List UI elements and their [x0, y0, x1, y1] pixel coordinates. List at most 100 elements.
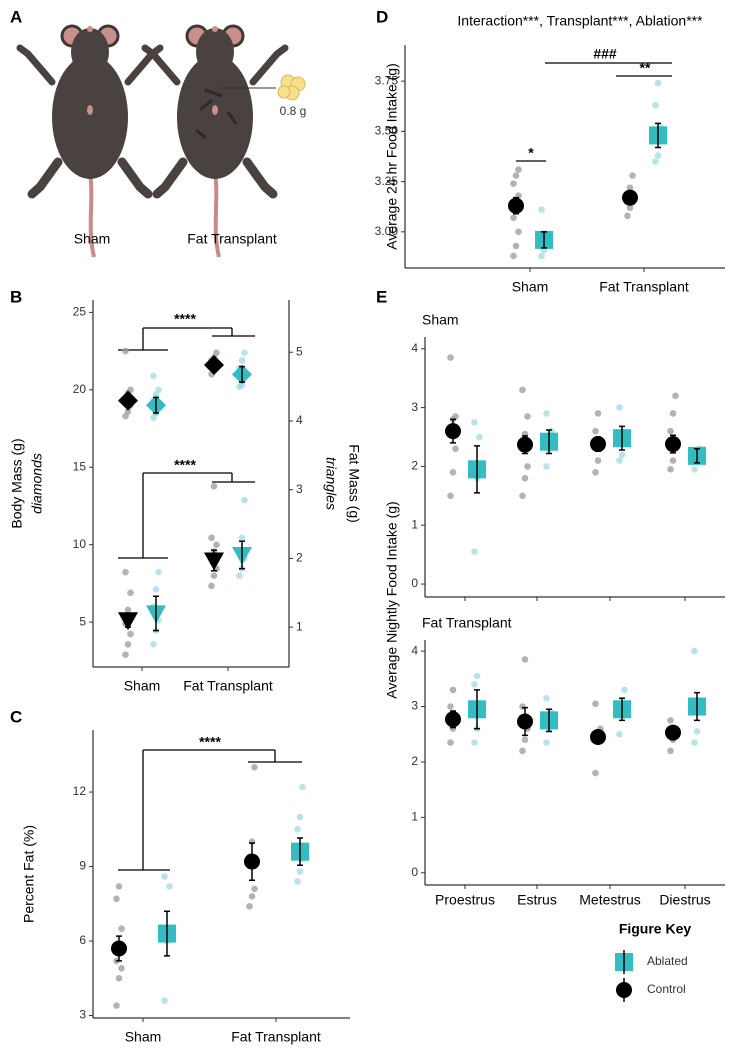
y-tick-label: 3: [411, 699, 418, 713]
data-point: [124, 606, 132, 614]
data-point: [241, 496, 248, 504]
data-point: [543, 463, 550, 470]
panel-letter: B: [10, 287, 22, 306]
panel-letter: A: [10, 7, 22, 26]
legend-label: Ablated: [647, 954, 688, 968]
data-point: [543, 410, 550, 417]
data-point: [166, 883, 173, 890]
data-point: [471, 681, 478, 688]
error-bar: [116, 935, 122, 962]
data-point: [115, 883, 123, 890]
y-tick-label: 2: [411, 459, 418, 473]
data-point: [624, 212, 631, 220]
mouse-illustration: [20, 26, 160, 257]
y-tick-label: 3.75: [375, 73, 399, 87]
dose-label: 0.8 g: [280, 104, 307, 118]
error-bar: [239, 365, 245, 383]
data-point: [150, 372, 157, 380]
y-tick-label: 12: [73, 784, 87, 798]
y-tick-label: 3.50: [375, 124, 399, 138]
data-point: [213, 349, 220, 356]
significance-label: ###: [593, 46, 617, 62]
data-point: [452, 445, 459, 453]
y-tick-label: 2: [411, 754, 418, 768]
error-bar: [474, 689, 480, 730]
significance-label: **: [640, 60, 651, 76]
data-point: [127, 386, 134, 394]
data-point: [667, 747, 674, 755]
data-point: [238, 357, 246, 364]
data-point: [118, 925, 125, 932]
data-point: [515, 166, 522, 173]
axis-label: diamonds: [29, 453, 45, 514]
data-point: [449, 686, 457, 694]
error-bar: [522, 435, 528, 455]
data-point: [519, 492, 526, 500]
data-point: [118, 965, 125, 972]
data-point: [251, 763, 258, 771]
error-bar: [211, 358, 217, 372]
data-point: [543, 739, 550, 746]
y-tick-label: 3.25: [375, 174, 399, 188]
y-tick-label: 3: [411, 400, 418, 414]
error-bar: [297, 837, 303, 867]
data-point: [294, 878, 301, 885]
error-bar: [694, 691, 700, 722]
y-tick-label: 4: [296, 413, 303, 427]
data-point: [519, 747, 526, 755]
data-point: [592, 468, 599, 476]
y-tick-label: 3: [296, 482, 303, 496]
error-bar: [153, 396, 159, 414]
data-point: [210, 572, 218, 579]
data-point: [626, 204, 634, 212]
x-tick-label: Fat Transplant: [231, 1029, 321, 1045]
error-bar: [125, 612, 131, 628]
data-point: [296, 813, 304, 821]
data-point: [521, 474, 529, 482]
data-point: [667, 466, 674, 473]
error-bar: [546, 708, 552, 733]
error-bar: [249, 842, 255, 881]
x-tick-label: Sham: [124, 678, 161, 694]
data-point: [667, 427, 674, 435]
data-point: [629, 172, 636, 179]
data-point: [248, 893, 256, 900]
data-point: [127, 630, 134, 638]
data-point: [113, 895, 120, 903]
caption: Sham: [74, 231, 111, 247]
data-point: [510, 214, 517, 222]
y-tick-label: 15: [73, 459, 87, 473]
error-bar: [619, 425, 625, 451]
data-point: [693, 728, 701, 735]
caption: Fat Transplant: [187, 231, 277, 247]
data-point: [447, 739, 454, 746]
axis-label: triangles: [323, 457, 339, 510]
data-point: [124, 408, 132, 415]
data-point: [616, 730, 623, 738]
data-point: [161, 873, 168, 880]
error-bar: [153, 595, 159, 632]
data-point: [669, 410, 677, 417]
error-bar: [522, 706, 528, 737]
error-bar: [474, 445, 480, 494]
data-point: [626, 184, 634, 191]
error-bar: [670, 434, 676, 454]
axis-label: Average Nightly Food Intake (g): [384, 501, 400, 698]
data-point: [524, 413, 531, 420]
error-bar: [595, 436, 601, 452]
data-point: [152, 586, 160, 593]
data-point: [538, 206, 545, 214]
data-point: [471, 548, 478, 556]
axis-label: Body Mass (g): [9, 438, 25, 528]
data-point: [208, 534, 215, 542]
fat-graft: [195, 74, 306, 140]
data-point: [652, 158, 659, 165]
legend-label: Control: [647, 982, 686, 996]
data-point: [543, 694, 550, 702]
x-tick-label: Diestrus: [659, 892, 710, 908]
data-point: [296, 868, 304, 875]
data-point: [592, 700, 599, 708]
panel-letter: C: [10, 707, 22, 726]
y-tick-label: 25: [73, 305, 87, 319]
